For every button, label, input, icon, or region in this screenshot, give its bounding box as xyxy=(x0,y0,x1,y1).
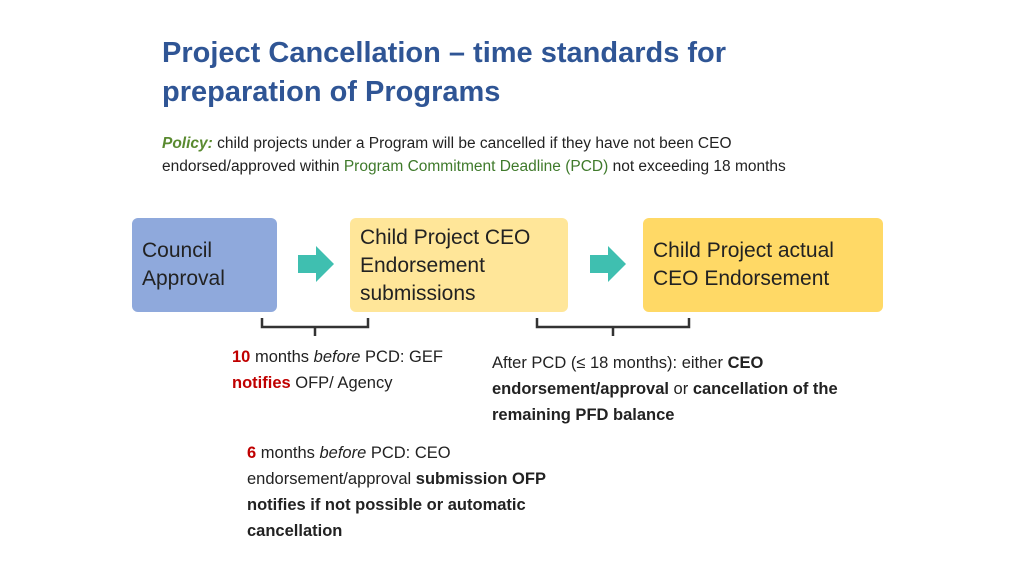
council-approval-box: Council Approval xyxy=(132,218,277,312)
note-text-bold: cancellation of the remaining PFD balanc… xyxy=(492,380,838,424)
ceo-endorsement-submission-box: Child Project CEO Endorsement submission… xyxy=(350,218,568,312)
note-text: After PCD (≤ 18 months): either xyxy=(492,354,728,372)
six-number: 6 xyxy=(247,444,257,462)
note-text: OFP/ Agency xyxy=(290,374,393,392)
note-text-bold: submission OFP notifies if not possible … xyxy=(247,470,546,540)
note-text-italic: before xyxy=(313,348,361,366)
after-pcd-note: After PCD (≤ 18 months): either CEO endo… xyxy=(492,350,872,428)
note-text-italic: before xyxy=(319,444,367,462)
note-text: months xyxy=(256,444,320,462)
policy-statement: Policy: child projects under a Program w… xyxy=(162,132,842,178)
policy-text-after: not exceeding 18 months xyxy=(608,158,786,175)
note-text: PCD: GEF xyxy=(360,348,443,366)
six-month-note: 6 months before PCD: CEO endorsement/app… xyxy=(247,440,577,544)
brace-icon xyxy=(260,318,370,336)
note-text: months xyxy=(250,348,314,366)
ten-number: 10 xyxy=(232,348,251,366)
actual-ceo-endorsement-box: Child Project actual CEO Endorsement xyxy=(643,218,883,312)
policy-label: Policy: xyxy=(162,135,213,152)
actual-ceo-endorsement-label: Child Project actual CEO Endorsement xyxy=(653,239,834,290)
brace-icon xyxy=(535,318,691,336)
council-approval-label: Council Approval xyxy=(142,239,225,290)
ceo-endorsement-submission-label: Child Project CEO Endorsement submission… xyxy=(360,226,531,305)
ten-month-note: 10 months before PCD: GEF notifies OFP/ … xyxy=(232,344,452,396)
page-title: Project Cancellation – time standards fo… xyxy=(162,37,727,108)
note-text-bold: CEO endorsement/approval xyxy=(492,354,764,398)
notifies-text: notifies xyxy=(232,374,291,392)
arrow-right-icon xyxy=(298,246,334,282)
note-text: PCD: CEO endorsement/approval xyxy=(247,444,451,488)
arrow-right-icon xyxy=(590,246,626,282)
note-text: or xyxy=(668,380,693,398)
policy-pcd-term: Program Commitment Deadline (PCD) xyxy=(343,158,609,175)
policy-text-before: child projects under a Program will be c… xyxy=(162,135,732,175)
